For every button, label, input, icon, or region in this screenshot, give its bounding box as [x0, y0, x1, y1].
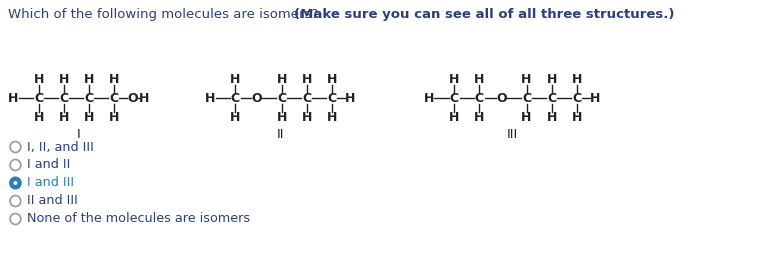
- Text: H: H: [139, 92, 149, 105]
- Text: Which of the following molecules are isomers?: Which of the following molecules are iso…: [8, 8, 322, 21]
- Text: H: H: [546, 73, 557, 86]
- Text: C: C: [475, 92, 484, 105]
- Text: H: H: [326, 110, 337, 124]
- Text: C: C: [547, 92, 556, 105]
- Text: H: H: [449, 73, 460, 86]
- Text: C: C: [572, 92, 581, 105]
- Text: H: H: [521, 110, 532, 124]
- Text: C: C: [59, 92, 68, 105]
- Text: H: H: [276, 110, 287, 124]
- Circle shape: [10, 159, 21, 171]
- Text: H: H: [572, 110, 582, 124]
- Text: C: C: [450, 92, 459, 105]
- Text: C: C: [34, 92, 43, 105]
- Circle shape: [10, 196, 21, 206]
- Text: II and III: II and III: [27, 194, 78, 207]
- Circle shape: [10, 141, 21, 153]
- Text: H: H: [301, 110, 312, 124]
- Text: C: C: [277, 92, 286, 105]
- Text: H: H: [33, 110, 44, 124]
- Text: None of the molecules are isomers: None of the molecules are isomers: [27, 212, 250, 225]
- Text: H: H: [572, 73, 582, 86]
- Text: H: H: [546, 110, 557, 124]
- Text: H: H: [59, 73, 68, 86]
- Text: C: C: [84, 92, 94, 105]
- Text: I and III: I and III: [27, 177, 74, 190]
- Text: H: H: [230, 73, 240, 86]
- Text: H: H: [205, 92, 215, 105]
- Text: C: C: [522, 92, 531, 105]
- Text: H: H: [474, 110, 485, 124]
- Text: III: III: [507, 128, 518, 141]
- Text: H: H: [301, 73, 312, 86]
- Text: H: H: [8, 92, 19, 105]
- Text: H: H: [109, 73, 119, 86]
- Text: H: H: [326, 73, 337, 86]
- Text: C: C: [231, 92, 240, 105]
- Text: I and II: I and II: [27, 159, 70, 172]
- Text: H: H: [521, 73, 532, 86]
- Text: H: H: [449, 110, 460, 124]
- Text: H: H: [345, 92, 355, 105]
- Text: C: C: [110, 92, 119, 105]
- Text: I, II, and III: I, II, and III: [27, 140, 94, 153]
- Text: I: I: [77, 128, 81, 141]
- Text: H: H: [474, 73, 485, 86]
- Text: O: O: [127, 92, 138, 105]
- Text: O: O: [251, 92, 262, 105]
- Text: H: H: [84, 73, 94, 86]
- Text: H: H: [84, 110, 94, 124]
- Text: H: H: [109, 110, 119, 124]
- Text: H: H: [230, 110, 240, 124]
- Text: II: II: [277, 128, 284, 141]
- Text: H: H: [591, 92, 600, 105]
- Text: (Make sure you can see all of all three structures.): (Make sure you can see all of all three …: [295, 8, 675, 21]
- Text: H: H: [59, 110, 68, 124]
- Text: H: H: [33, 73, 44, 86]
- Circle shape: [14, 181, 18, 185]
- Text: C: C: [327, 92, 336, 105]
- Circle shape: [10, 178, 21, 188]
- Text: C: C: [302, 92, 311, 105]
- Text: H: H: [276, 73, 287, 86]
- Text: O: O: [496, 92, 507, 105]
- Circle shape: [10, 213, 21, 224]
- Text: H: H: [424, 92, 435, 105]
